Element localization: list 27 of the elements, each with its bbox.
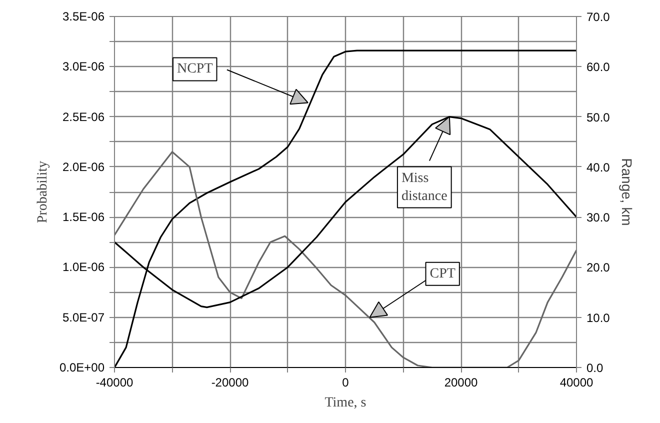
y-tick-label: 0.0E+00 <box>59 360 105 374</box>
y2-tick-label: 0.0 <box>586 361 604 375</box>
y2-tick-label: 70.0 <box>586 10 610 24</box>
y2-tick-label: 40.0 <box>586 160 610 174</box>
y-tick-label: 3.0E-06 <box>62 60 105 74</box>
annotation: Miss distance <box>401 170 448 204</box>
annotation: CPT <box>430 266 456 282</box>
y-tick-label: 1.5E-06 <box>62 210 105 224</box>
y2-tick-label: 30.0 <box>586 210 610 225</box>
y2-tick-label: 20.0 <box>586 260 610 275</box>
x-axis-title: Time, s <box>324 396 366 410</box>
y2-tick-label: 60.0 <box>586 60 610 74</box>
x-tick-label: 20000 <box>444 376 478 390</box>
y-tick-label: 3.5E-06 <box>62 10 105 24</box>
annotation: NCPT <box>176 62 214 77</box>
y2-tick-label: 50.0 <box>586 110 610 124</box>
y-tick-label: 1.0E-06 <box>62 260 105 274</box>
y-tick-label: 2.5E-06 <box>62 110 105 124</box>
y-tick-label: 5.0E-07 <box>62 310 105 324</box>
y2-axis-title: Range, km <box>618 158 635 226</box>
y-axis-title: Probability <box>35 160 50 224</box>
y2-tick-label: 10.0 <box>586 310 610 325</box>
y-tick-label: 2.0E-06 <box>62 160 105 174</box>
x-tick-label: 0 <box>342 376 350 390</box>
x-tick-label: -20000 <box>211 376 250 390</box>
x-tick-label: -40000 <box>96 376 134 390</box>
x-tick-label: 40000 <box>560 376 594 390</box>
